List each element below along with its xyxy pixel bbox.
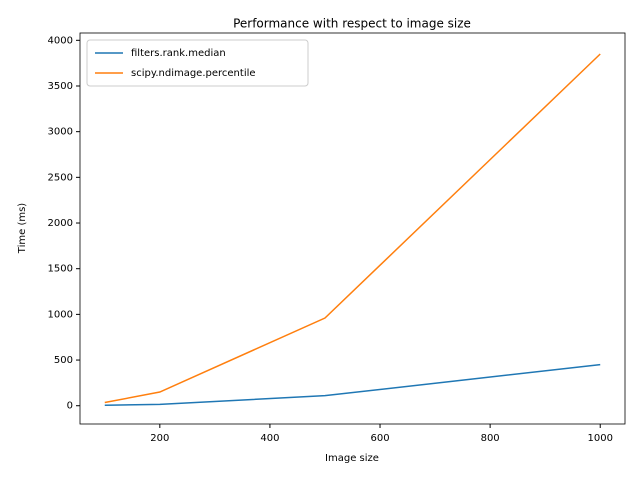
y-tick-label: 0 (67, 401, 73, 412)
y-tick-label: 1500 (48, 264, 73, 275)
series-line (104, 53, 601, 404)
chart-title: Performance with respect to image size (233, 17, 471, 31)
y-tick-label: 1000 (48, 309, 73, 320)
legend-label: filters.rank.median (131, 48, 226, 59)
x-axis-label: Image size (325, 453, 379, 464)
x-tick-label: 1000 (588, 433, 613, 444)
plot-frame (79, 32, 626, 425)
x-tick-label: 200 (150, 433, 169, 444)
y-tick-label: 4000 (48, 35, 73, 46)
y-tick-label: 3000 (48, 127, 73, 138)
y-tick-label: 2000 (48, 218, 73, 229)
y-tick-label: 500 (54, 355, 73, 366)
y-tick-label: 2500 (48, 172, 73, 183)
series-line (104, 363, 601, 407)
y-axis-label: Time (ms) (17, 203, 28, 255)
legend-label: scipy.ndimage.percentile (131, 68, 256, 79)
x-tick-label: 600 (370, 433, 389, 444)
x-tick-label: 400 (260, 433, 279, 444)
x-tick-label: 800 (481, 433, 500, 444)
legend-box (86, 39, 309, 87)
y-tick-label: 3500 (48, 81, 73, 92)
